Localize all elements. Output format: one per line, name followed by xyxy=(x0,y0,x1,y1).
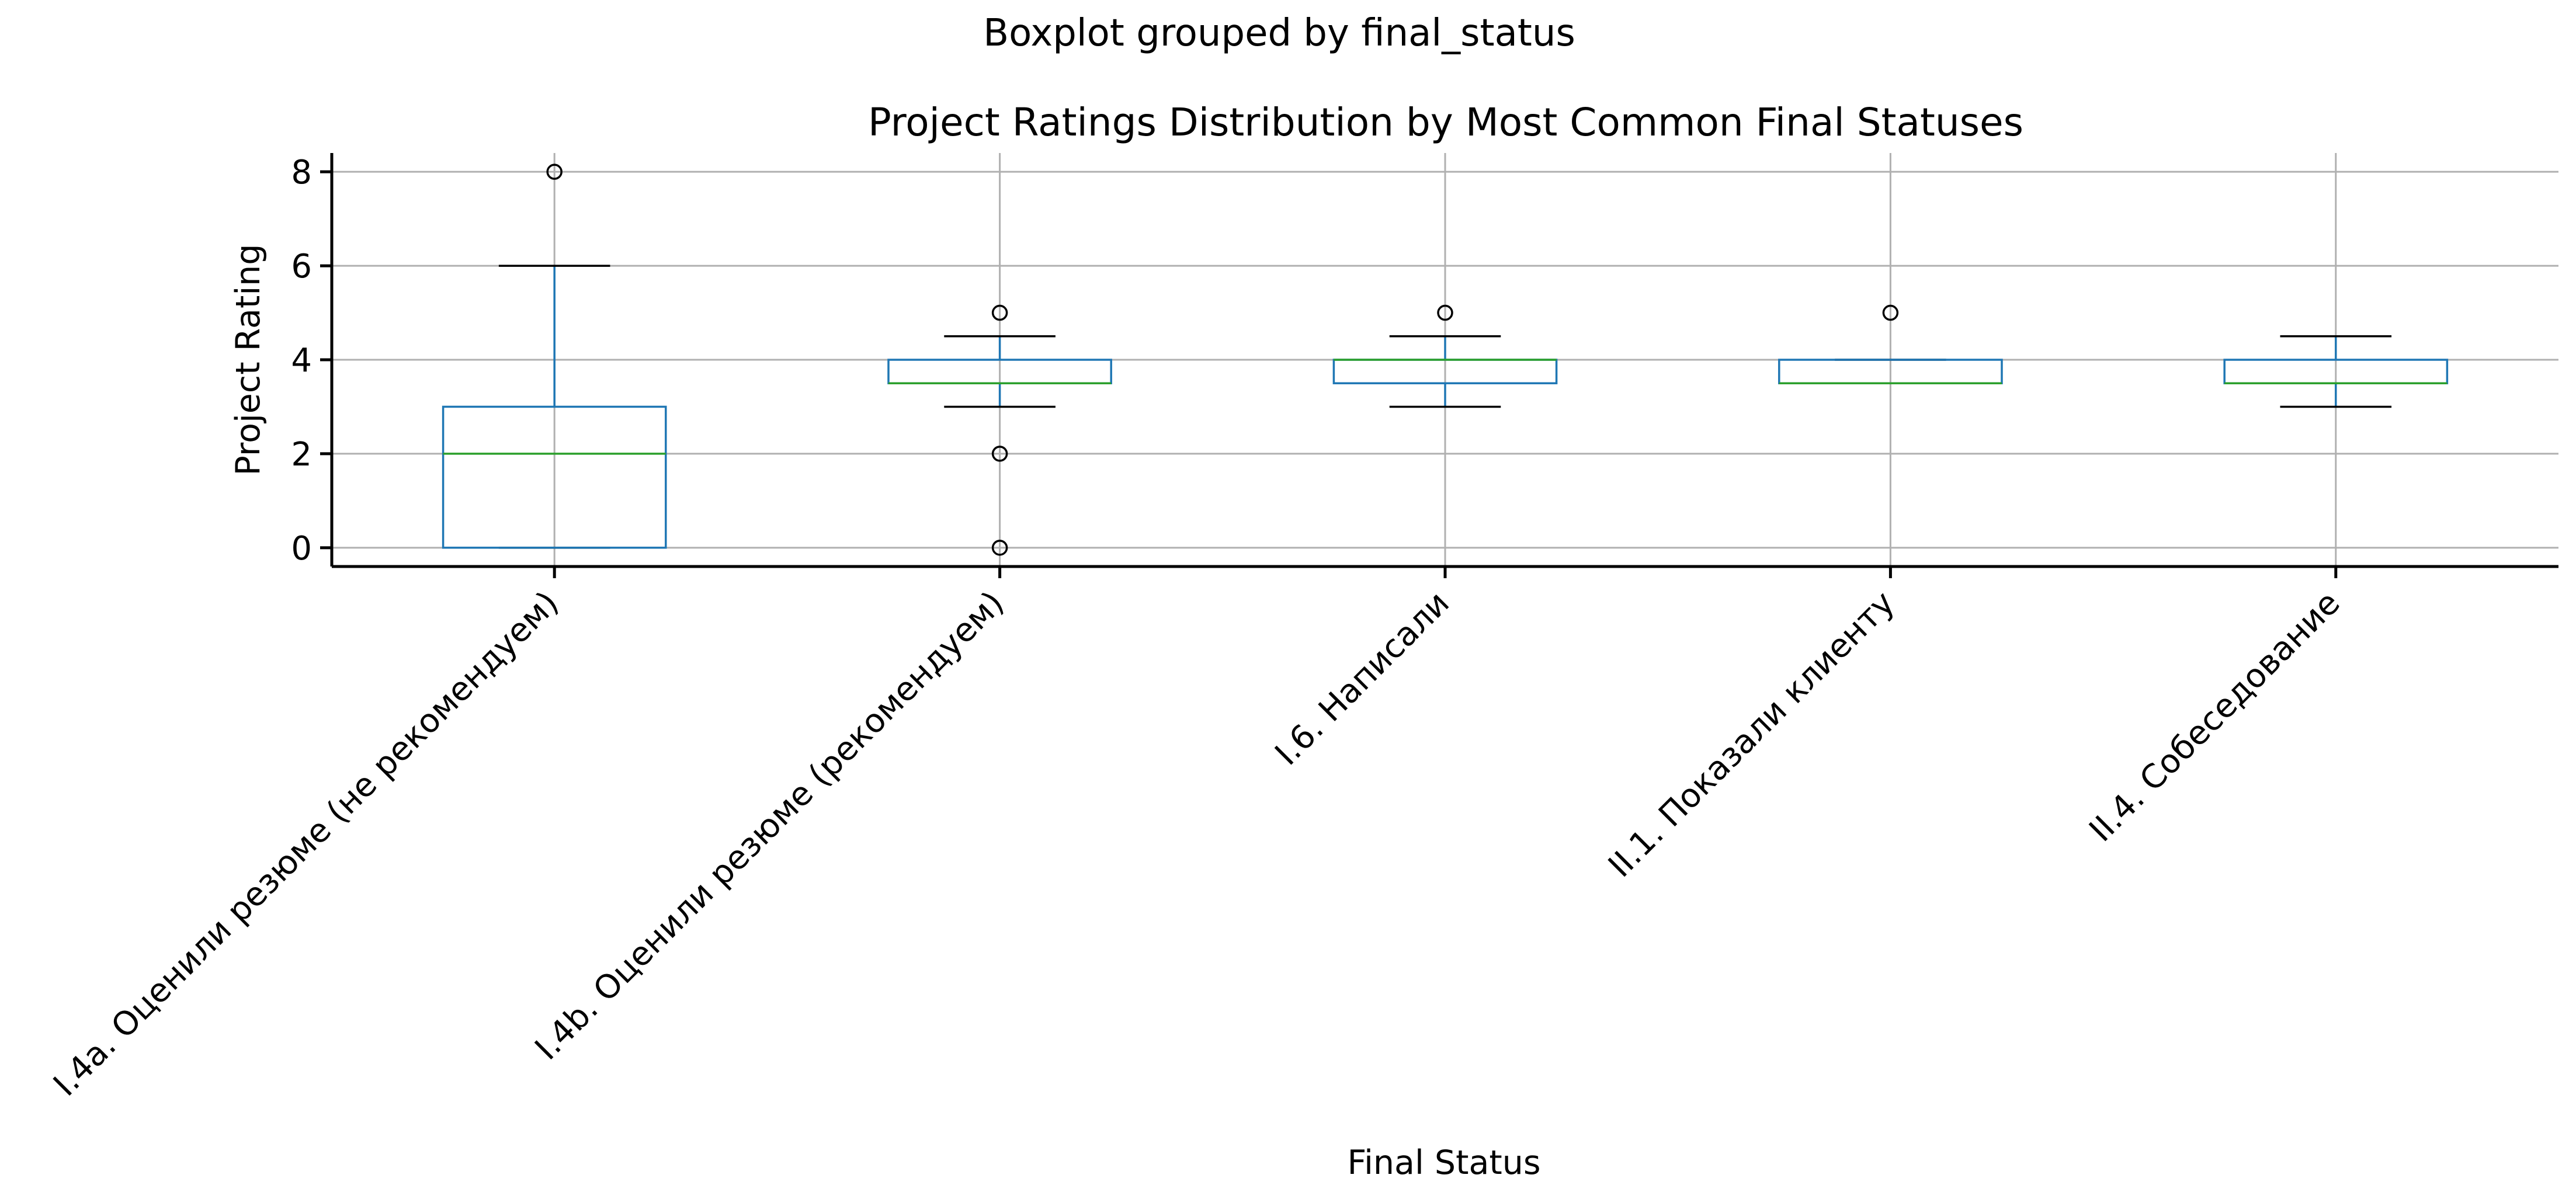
y-tick-label: 0 xyxy=(291,530,312,568)
box-group xyxy=(2223,335,2449,408)
x-tick-label: II.1. Показали клиенту xyxy=(1601,584,1902,885)
y-tick-label: 4 xyxy=(291,342,312,380)
box-group xyxy=(887,304,1112,556)
x-tick-label: II.4. Собеседование xyxy=(2082,584,2347,849)
x-tick-label: I.6. Написали xyxy=(1268,584,1457,773)
outlier-point xyxy=(991,304,1008,321)
axes xyxy=(320,153,2558,578)
x-tick-label: I.4a. Оценили резюме (не рекомендуем) xyxy=(46,584,566,1104)
iqr-box xyxy=(442,405,667,549)
outlier-point xyxy=(1437,304,1453,321)
box-group xyxy=(442,164,667,549)
y-tick-label: 6 xyxy=(291,248,312,286)
chart-suptitle: Boxplot grouped by final_status xyxy=(983,12,1575,55)
outlier-point xyxy=(546,164,563,180)
chart-title: Project Ratings Distribution by Most Com… xyxy=(868,100,2023,145)
outlier-point xyxy=(1882,304,1899,321)
box-group xyxy=(1332,304,1558,408)
x-tick-label: I.4b. Оценили резюме (рекомендуем) xyxy=(528,584,1012,1068)
box-group xyxy=(1778,304,2003,384)
tick-labels: 0 2 4 6 8 I.4a. Оценили резюме (не рекомендуе… xyxy=(46,154,2347,1104)
boxes xyxy=(442,164,2449,556)
outlier-point xyxy=(991,540,1008,556)
y-tick-label: 2 xyxy=(291,436,312,474)
y-axis-label: Project Rating xyxy=(229,244,268,476)
x-axis-label: Final Status xyxy=(1347,1144,1540,1182)
outlier-point xyxy=(991,446,1008,462)
y-tick-label: 8 xyxy=(291,154,312,192)
